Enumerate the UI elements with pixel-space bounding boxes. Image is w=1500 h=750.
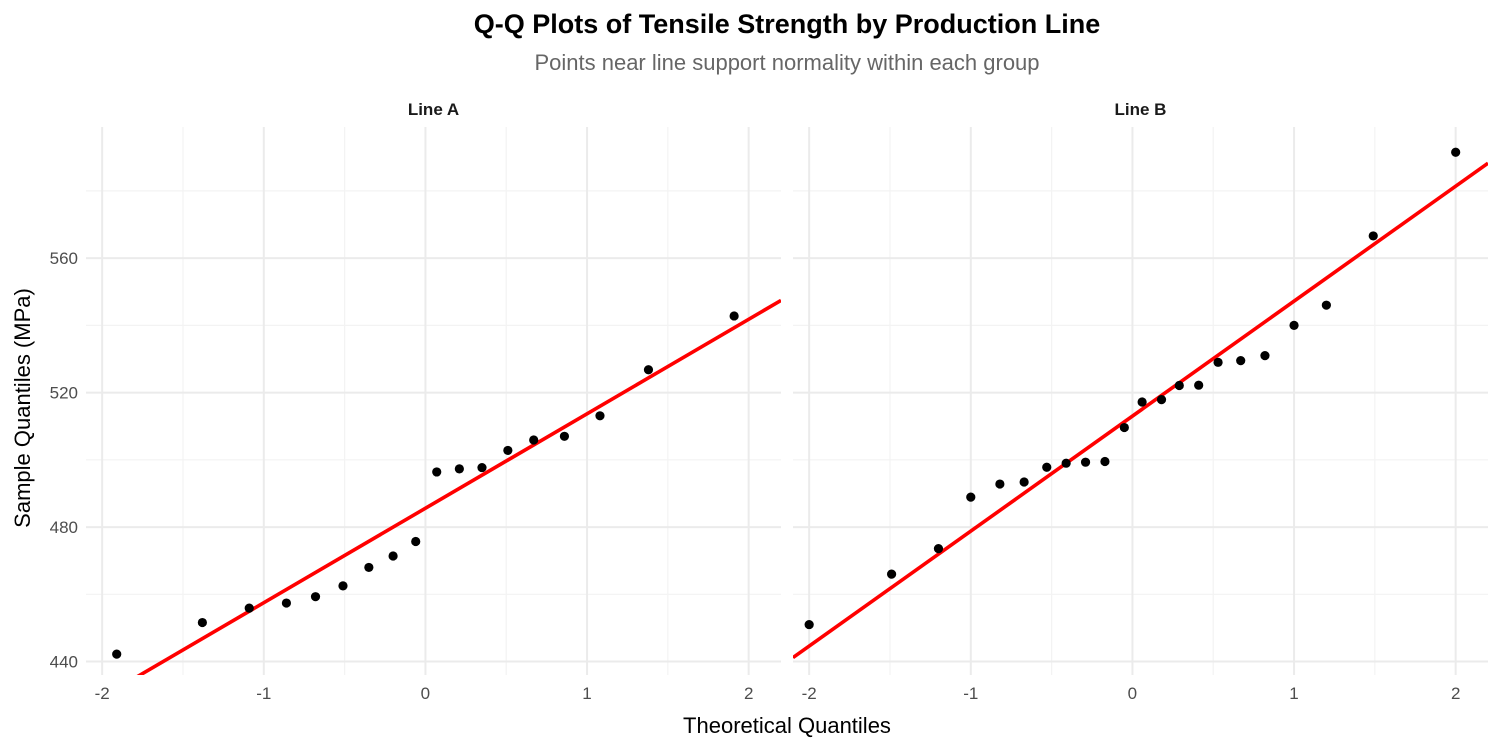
x-tick-label: 1 [1289, 684, 1298, 703]
data-point [966, 492, 976, 502]
y-tick-label: 440 [50, 653, 78, 672]
x-tick-label: -1 [256, 684, 271, 703]
y-tick-label: 520 [50, 384, 78, 403]
data-point [1137, 397, 1147, 407]
data-point [886, 569, 897, 579]
x-tick-label: 2 [744, 684, 753, 703]
data-point [1194, 380, 1204, 390]
data-point [1042, 462, 1052, 472]
data-point [310, 592, 321, 602]
data-point [529, 435, 539, 445]
y-tick-label: 560 [50, 249, 78, 268]
data-point [1080, 457, 1091, 467]
chart-subtitle: Points near line support normality withi… [534, 50, 1039, 75]
x-tick-label: -1 [963, 684, 978, 703]
panel-line-a: Line A -2 -1 0 1 2 440 480 520 560 [50, 100, 781, 703]
data-point [1236, 356, 1246, 366]
x-tick-label: -2 [802, 684, 817, 703]
data-point [364, 562, 374, 573]
data-point [995, 479, 1005, 489]
data-point [1260, 351, 1270, 361]
data-point [411, 536, 421, 547]
data-point [281, 598, 292, 608]
x-tick-label: 0 [421, 684, 430, 703]
data-point [729, 311, 739, 321]
x-tick-label: 1 [582, 684, 591, 703]
data-point [503, 445, 513, 456]
data-point [559, 431, 570, 441]
data-point [1061, 458, 1071, 468]
y-tick-label: 480 [50, 518, 78, 537]
y-axis-title: Sample Quantiles (MPa) [10, 288, 35, 528]
data-point [1019, 477, 1029, 487]
x-tick-label: 0 [1128, 684, 1137, 703]
panel-strip-label: Line A [408, 100, 459, 119]
data-point [112, 649, 122, 659]
reference-line [136, 298, 781, 675]
data-point [388, 551, 398, 561]
data-point [1451, 147, 1461, 157]
data-point [338, 581, 348, 591]
data-point [1368, 231, 1378, 241]
data-point [1119, 422, 1129, 433]
data-point [244, 603, 254, 613]
x-axis-title: Theoretical Quantiles [683, 713, 891, 738]
chart-title: Q-Q Plots of Tensile Strength by Product… [474, 9, 1101, 39]
data-point [1156, 395, 1167, 405]
data-point [1321, 300, 1331, 310]
data-point [804, 619, 814, 630]
data-point [197, 617, 207, 628]
reference-line [793, 161, 1488, 660]
data-point [477, 462, 487, 473]
data-point [643, 365, 654, 375]
data-point [1174, 380, 1184, 391]
data-point [1100, 456, 1110, 467]
data-point [933, 543, 944, 554]
data-point [1289, 320, 1299, 330]
x-tick-label: 2 [1451, 684, 1460, 703]
panel-line-b: Line B -2 -1 0 1 2 [793, 100, 1488, 703]
data-point [432, 467, 442, 477]
data-point [454, 464, 464, 474]
panel-strip-label: Line B [1115, 100, 1167, 119]
data-point [595, 411, 605, 421]
data-point [1213, 357, 1223, 367]
x-tick-label: -2 [95, 684, 110, 703]
